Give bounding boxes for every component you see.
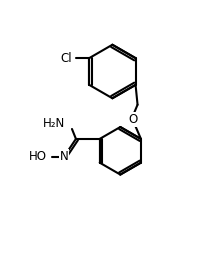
Text: Cl: Cl — [60, 52, 72, 65]
Text: O: O — [127, 113, 137, 126]
Text: H₂N: H₂N — [43, 117, 65, 130]
Text: N: N — [59, 150, 68, 163]
Text: HO: HO — [29, 150, 47, 163]
